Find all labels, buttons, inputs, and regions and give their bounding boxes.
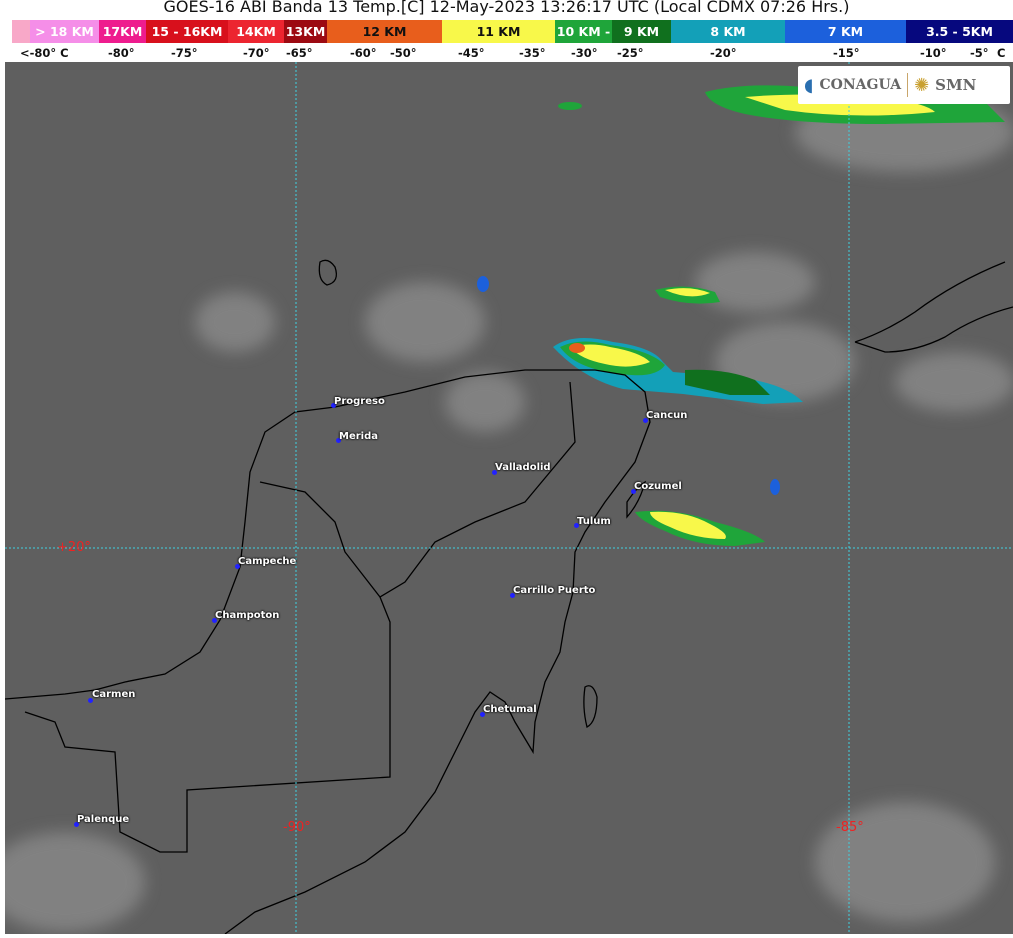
city-marker [74, 822, 79, 827]
longitude-label: -90° [283, 820, 311, 835]
legend-band: 17KM [99, 20, 146, 43]
temp-label: -5° [970, 46, 989, 60]
temp-label: -50° [390, 46, 417, 60]
city-label: Tulum [577, 516, 611, 527]
legend-band: 8 KM [671, 20, 785, 43]
latitude-label: +20° [57, 540, 91, 555]
smn-logo: SMN [935, 76, 977, 94]
legend-band: > 18 KM [30, 20, 99, 43]
temp-label: -25° [617, 46, 644, 60]
city-marker [510, 593, 515, 598]
city-label: Carrillo Puerto [513, 585, 596, 596]
longitude-label: -85° [836, 820, 864, 835]
city-marker [331, 403, 336, 408]
city-marker [88, 698, 93, 703]
legend-band: 9 KM [612, 20, 671, 43]
satellite-map: +20° -90° -85° Progreso Merida Valladoli… [5, 62, 1013, 934]
legend-band: 11 KM [442, 20, 555, 43]
legend-band: 13KM [284, 20, 327, 43]
city-marker [336, 438, 341, 443]
legend-band: 10 KM - [555, 20, 612, 43]
temp-label: <-80° C [20, 46, 69, 60]
temp-label: -30° [571, 46, 598, 60]
city-label: Chetumal [483, 704, 537, 715]
city-marker [574, 523, 579, 528]
grid-lines [5, 62, 1013, 934]
temp-label: -60° [350, 46, 377, 60]
city-label: Carmen [92, 689, 136, 700]
temp-label: -70° [243, 46, 270, 60]
city-marker [212, 618, 217, 623]
temp-label: -15° [833, 46, 860, 60]
agency-logos: ◖ CONAGUA ✺ SMN [798, 66, 1010, 104]
legend-band: 7 KM [785, 20, 906, 43]
temp-label: -80° [108, 46, 135, 60]
city-label: Progreso [334, 396, 385, 407]
temp-label: -10° [920, 46, 947, 60]
city-marker [480, 712, 485, 717]
city-label: Cancun [646, 410, 688, 421]
city-label: Campeche [238, 556, 297, 567]
temp-label: C [997, 46, 1006, 60]
city-marker [492, 470, 497, 475]
temp-label: -45° [458, 46, 485, 60]
legend-band: 15 - 16KM [146, 20, 228, 43]
legend-band: 3.5 - 5KM [906, 20, 1013, 43]
city-marker [631, 489, 636, 494]
image-title: GOES-16 ABI Banda 13 Temp.[C] 12-May-202… [163, 0, 850, 16]
city-label: Valladolid [495, 462, 551, 473]
city-label: Merida [339, 431, 378, 442]
map-layer [5, 62, 1013, 934]
legend-band: 12 KM [327, 20, 442, 43]
temp-label: -75° [171, 46, 198, 60]
smn-logo-icon: ✺ [914, 74, 930, 96]
city-label: Cozumel [634, 481, 682, 492]
legend-band-edge [12, 20, 30, 43]
conagua-logo: CONAGUA [819, 77, 902, 93]
legend-band: 14KM [228, 20, 284, 43]
conagua-logo-icon: ◖ [804, 74, 814, 96]
temp-label: -20° [710, 46, 737, 60]
temp-label: -65° [286, 46, 313, 60]
cloud-cover [5, 92, 1013, 932]
temp-label: -35° [519, 46, 546, 60]
coastlines-borders [5, 259, 1013, 934]
city-label: Champoton [215, 610, 280, 621]
color-legend: > 18 KM 17KM 15 - 16KM 14KM 13KM 12 KM 1… [0, 20, 1013, 43]
city-marker [235, 564, 240, 569]
city-marker [643, 418, 648, 423]
city-label: Palenque [77, 814, 130, 825]
